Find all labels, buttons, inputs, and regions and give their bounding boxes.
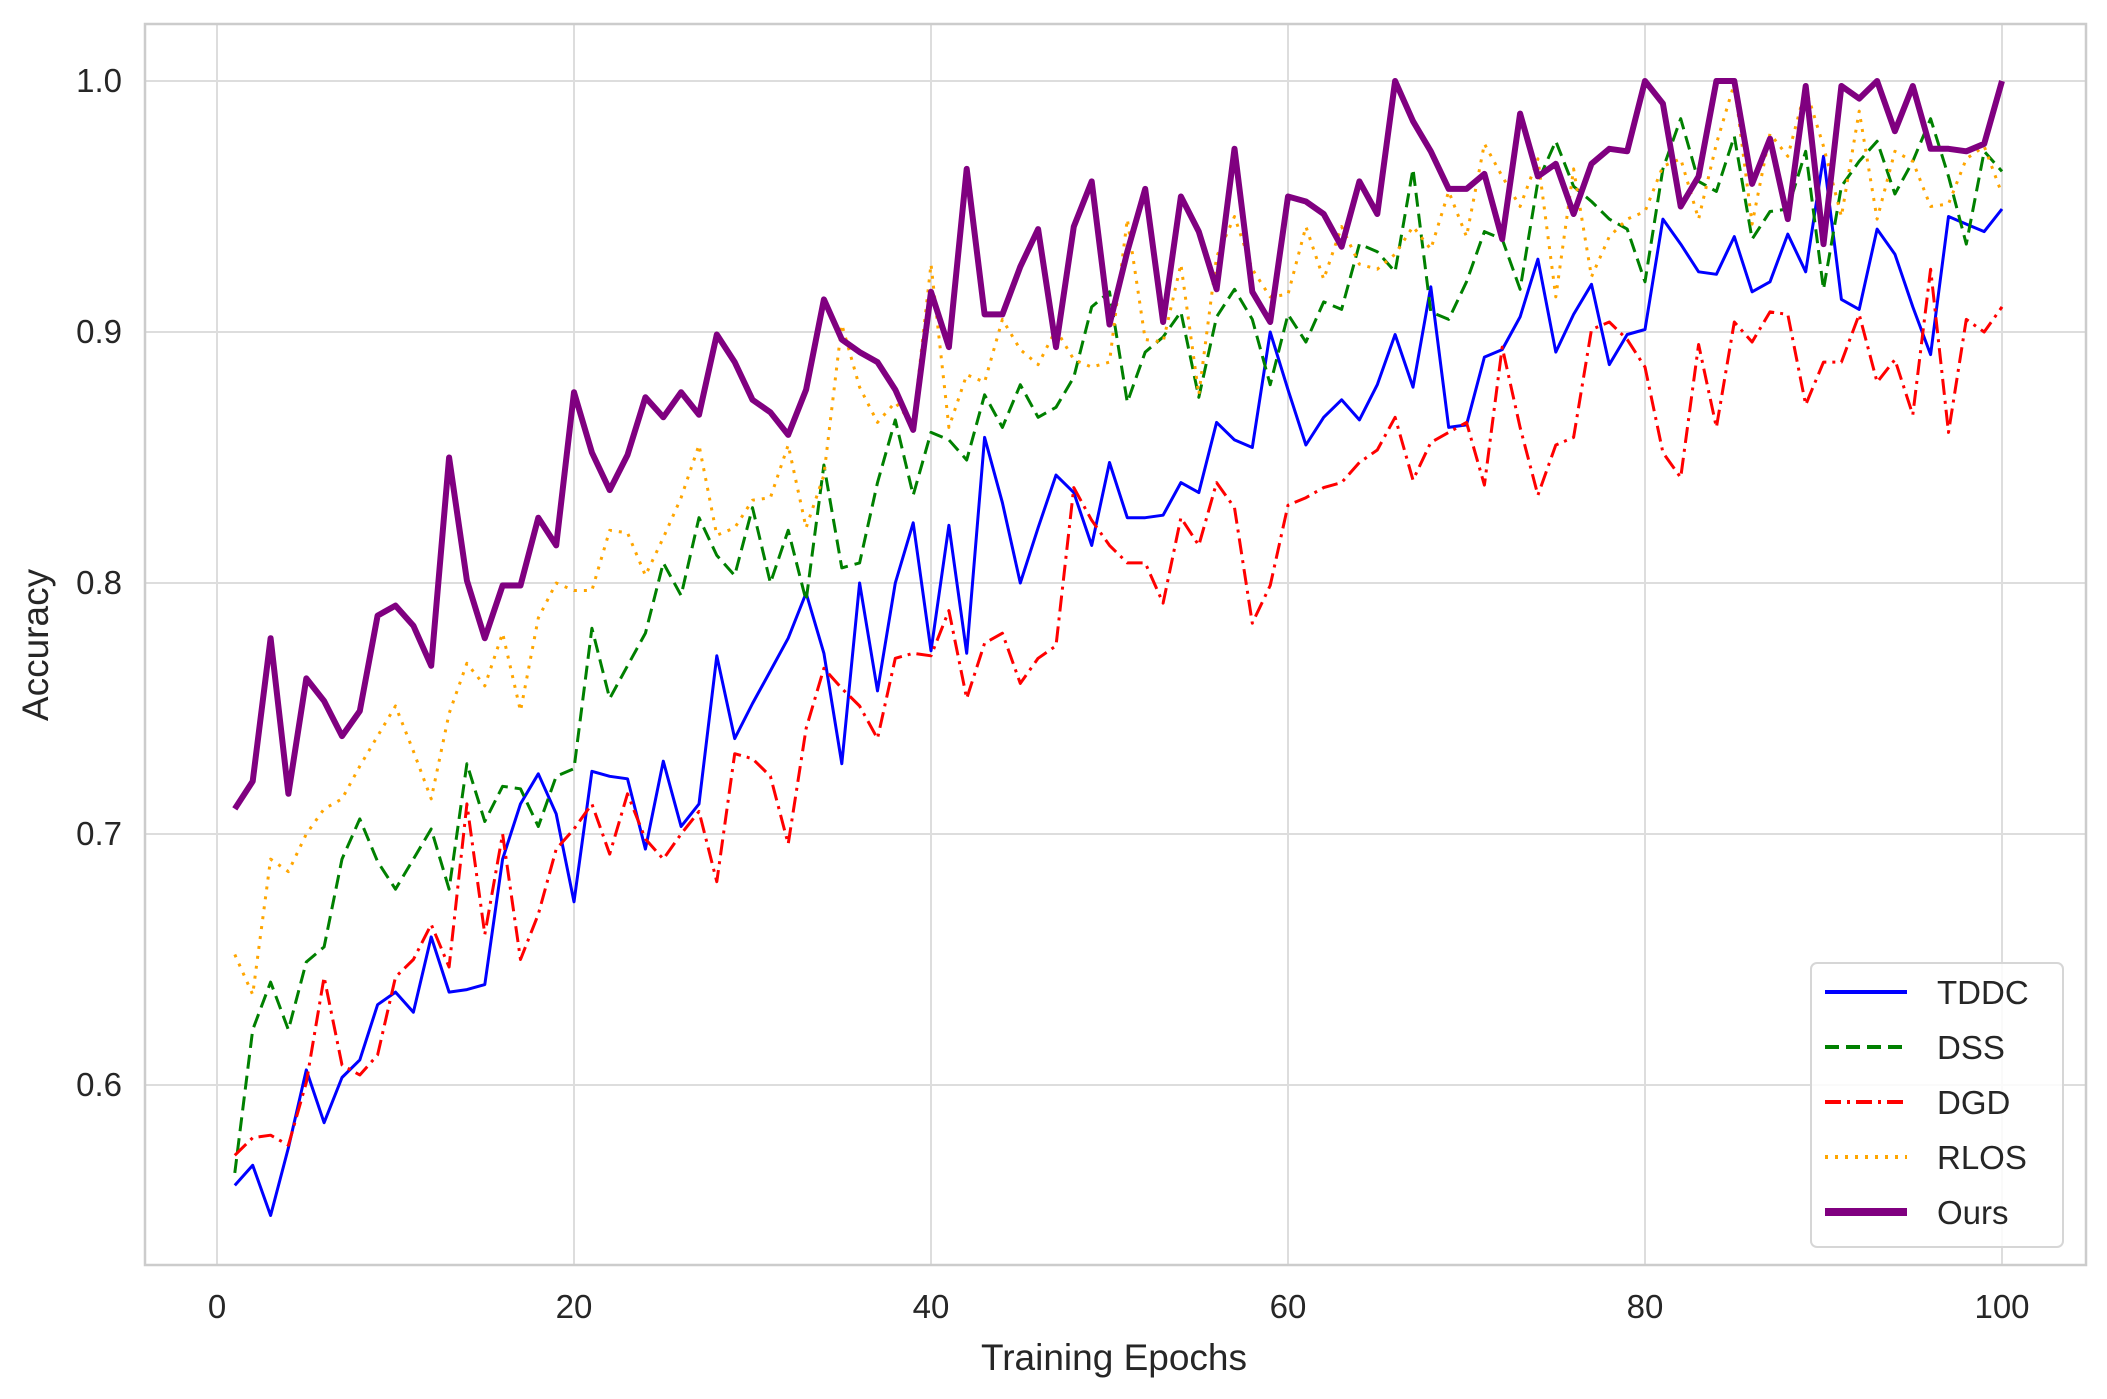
series-line-dss — [233, 117, 2004, 1174]
data-series — [232, 78, 2005, 1217]
legend-label-ours: Ours — [1937, 1194, 2009, 1231]
plot-area-frame — [143, 22, 2088, 1267]
x-tick-label: 60 — [1270, 1288, 1307, 1325]
legend-label-dgd: DGD — [1937, 1084, 2010, 1121]
legend: TDDC DSS DGD RLOS Ours — [1810, 962, 2064, 1248]
legend-label-tddc: TDDC — [1937, 974, 2029, 1011]
grid-lines — [145, 24, 2086, 1265]
legend-label-rlos: RLOS — [1937, 1139, 2027, 1176]
x-tick-label: 100 — [1974, 1288, 2029, 1325]
y-tick-label: 0.8 — [76, 564, 122, 601]
x-tick-label: 40 — [913, 1288, 950, 1325]
y-tick-label: 0.9 — [76, 313, 122, 350]
x-tick-label: 80 — [1627, 1288, 1664, 1325]
y-axis-label: Accuracy — [15, 568, 56, 721]
x-axis-label: Training Epochs — [981, 1337, 1247, 1378]
x-tick-label: 0 — [208, 1288, 226, 1325]
y-axis-ticks: 0.6 0.7 0.8 0.9 1.0 — [76, 62, 122, 1103]
y-tick-label: 1.0 — [76, 62, 122, 99]
legend-box — [1810, 962, 2064, 1248]
y-tick-label: 0.6 — [76, 1066, 122, 1103]
legend-label-dss: DSS — [1937, 1029, 2005, 1066]
x-tick-label: 20 — [556, 1288, 593, 1325]
x-axis-ticks: 0 20 40 60 80 100 — [208, 1288, 2030, 1325]
series-line-ours — [232, 78, 2005, 811]
series-line-dgd — [233, 267, 2004, 1157]
y-tick-label: 0.7 — [76, 815, 122, 852]
series-line-rlos — [233, 82, 2004, 997]
series-line-tddc — [233, 154, 2004, 1217]
